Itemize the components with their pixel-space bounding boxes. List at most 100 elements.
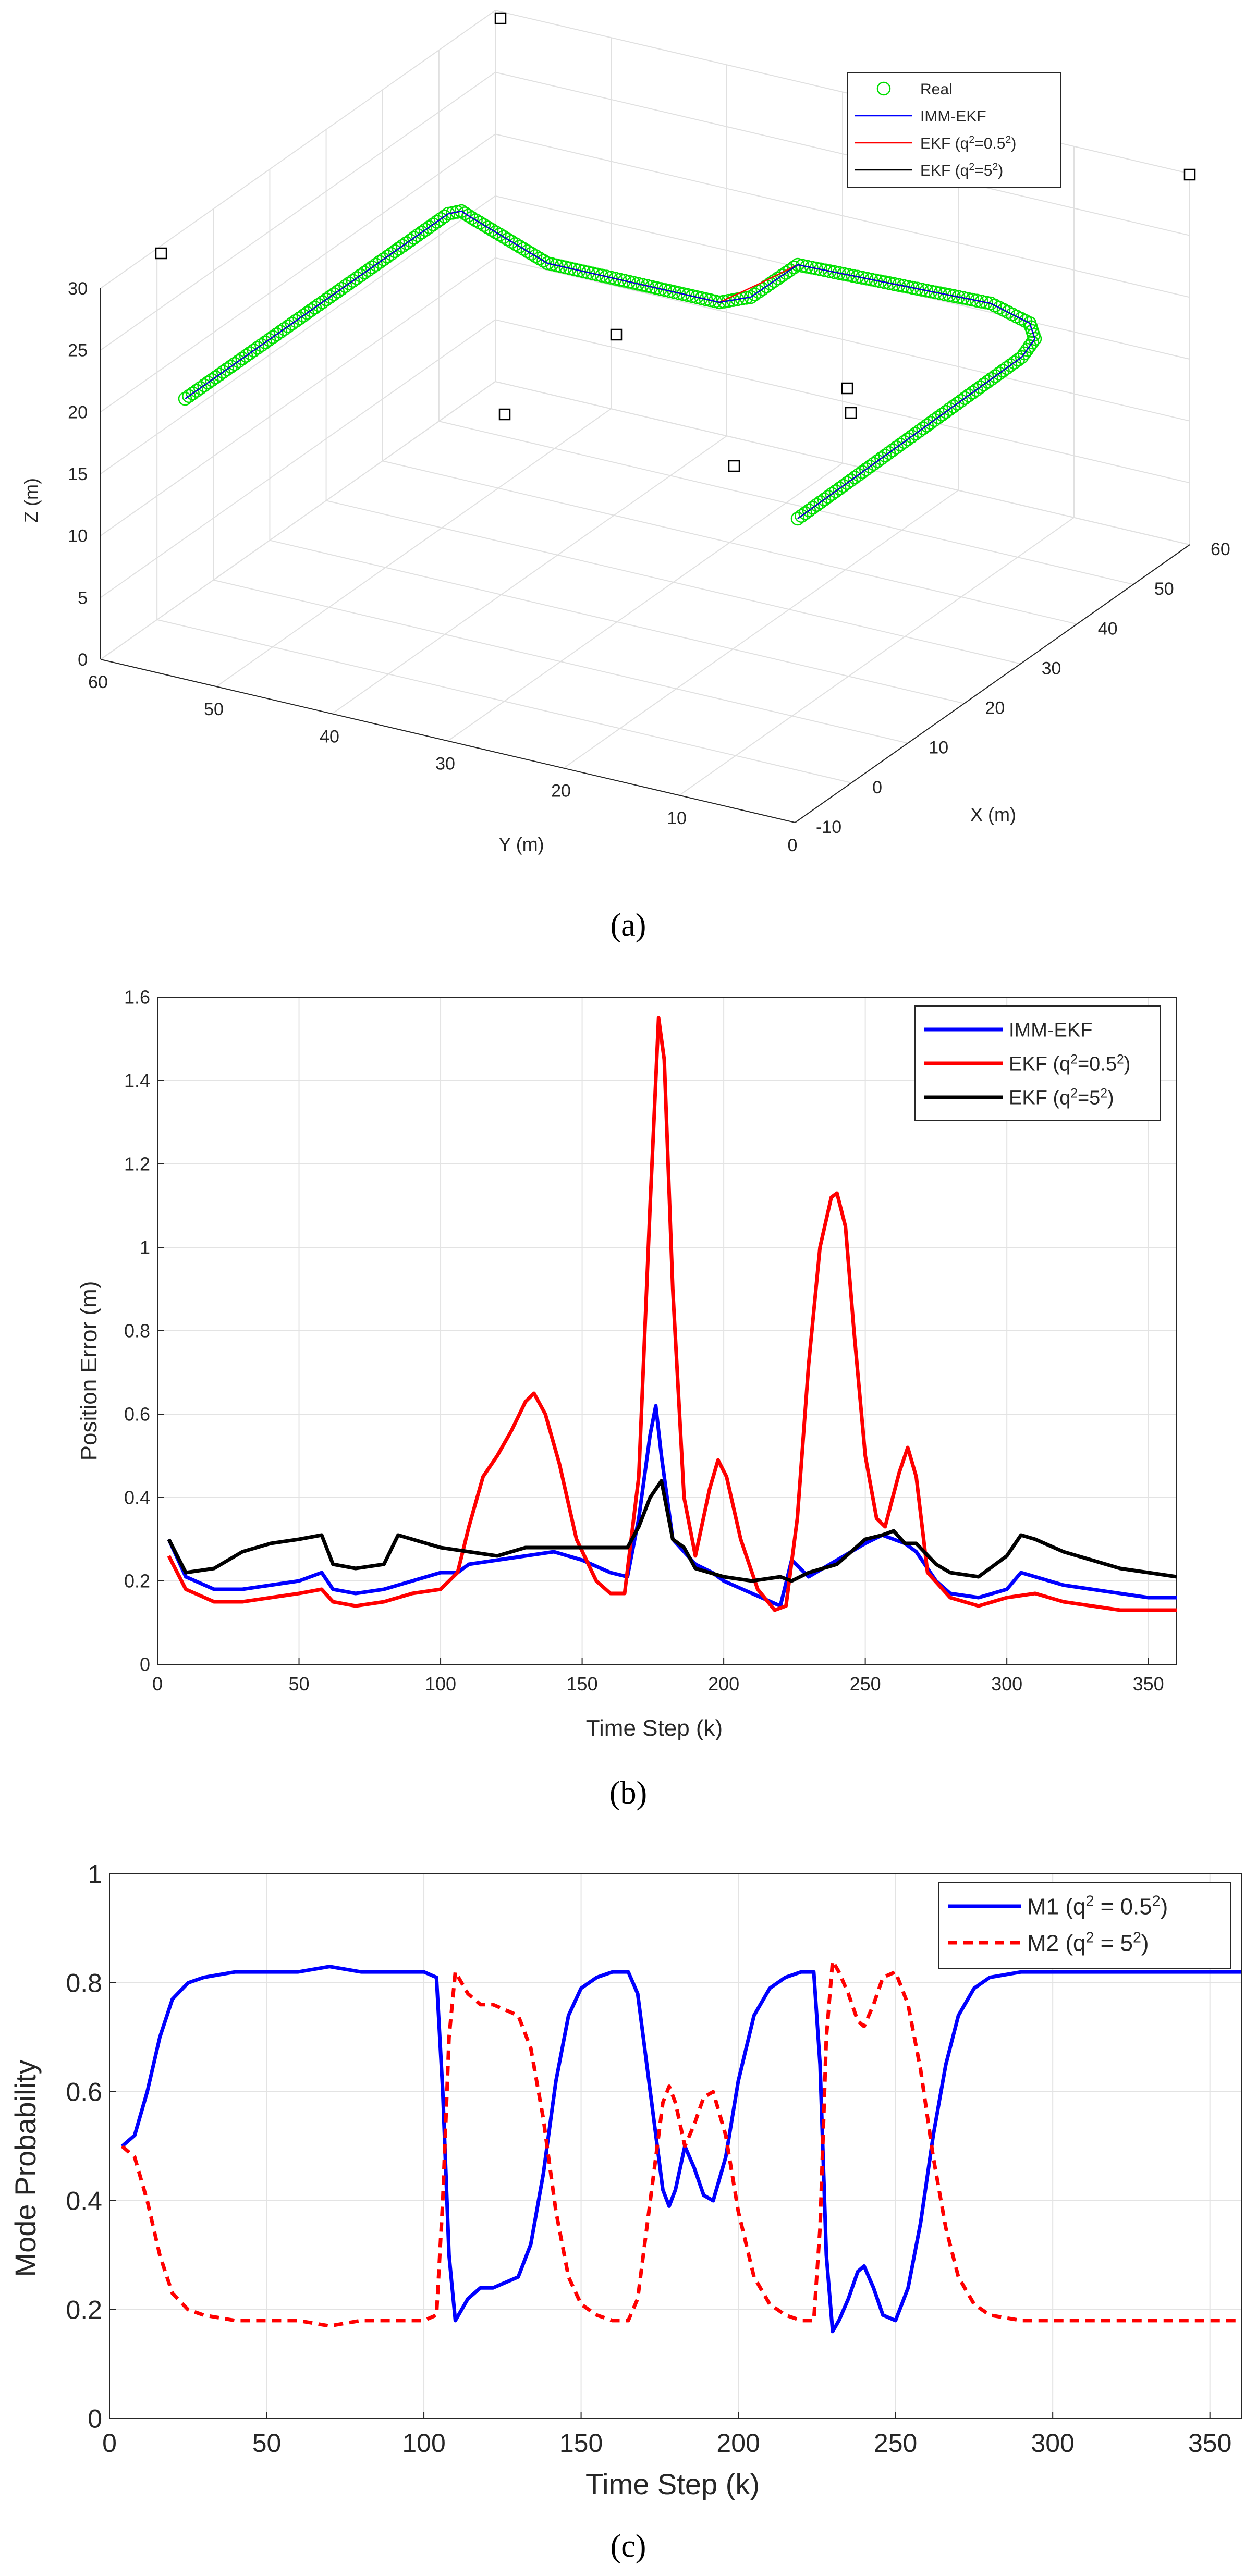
real-marker: [567, 262, 582, 277]
real-marker: [613, 273, 627, 287]
real-marker: [974, 295, 988, 309]
real-marker: [178, 391, 192, 406]
real-marker: [426, 217, 440, 231]
real-marker: [924, 284, 938, 299]
real-marker: [554, 259, 568, 274]
real-marker: [795, 509, 809, 523]
real-marker: [636, 278, 650, 292]
real-marker: [827, 265, 841, 279]
real-marker: [836, 267, 851, 281]
grid-line: [332, 435, 727, 715]
real-marker: [273, 325, 288, 339]
real-marker: [887, 277, 901, 291]
series-line: [120, 1959, 1241, 2328]
real-marker: [937, 287, 952, 301]
real-marker: [680, 288, 695, 302]
real-marker: [220, 362, 234, 376]
y-tick-label: 0.2: [66, 2296, 102, 2325]
real-marker: [292, 311, 307, 325]
real-marker: [441, 206, 456, 221]
real-marker: [384, 247, 398, 261]
y-tick-label: 60: [88, 672, 108, 692]
real-marker: [942, 288, 956, 302]
real-marker: [373, 255, 387, 269]
z-axis-label: Z (m): [20, 478, 42, 523]
grid-line: [495, 10, 1190, 174]
plot-b: 0 50 100 150 200 250 300 350 0 0.2 0.4 0.6 0.8 1 1.2 1.…: [124, 987, 1177, 1695]
grid-line: [100, 381, 496, 660]
real-marker: [247, 344, 261, 358]
real-marker: [910, 281, 924, 296]
real-marker: [505, 235, 519, 249]
legend-entry: EKF (q2=0.52): [920, 134, 1016, 152]
ekf-small-q-line: [185, 210, 1036, 520]
real-marker: [604, 271, 618, 285]
real-marker: [790, 511, 805, 526]
z-tick-label: 10: [68, 526, 88, 546]
real-marker: [779, 266, 793, 280]
real-marker: [882, 276, 897, 290]
x-tick-label: 0: [102, 2428, 117, 2458]
real-marker: [919, 284, 933, 298]
real-marker: [331, 284, 345, 299]
real-marker: [197, 378, 211, 392]
real-marker: [748, 287, 762, 302]
real-marker: [703, 293, 717, 308]
y-tick-label: 0: [140, 1654, 150, 1675]
real-marker: [846, 268, 860, 283]
real-marker: [395, 239, 410, 253]
x-tick-label: 200: [716, 2428, 760, 2458]
y-tick-label: 1.2: [124, 1154, 150, 1175]
real-marker: [496, 230, 511, 244]
real-marker: [783, 263, 797, 277]
real-marker: [800, 260, 814, 274]
real-marker: [859, 272, 874, 286]
real-marker: [813, 262, 828, 277]
y-tick-label: 30: [435, 754, 455, 774]
real-marker: [216, 365, 230, 379]
real-marker: [818, 263, 833, 277]
real-marker: [878, 275, 892, 289]
real-marker: [300, 306, 314, 320]
real-marker: [1028, 332, 1042, 346]
real-marker: [563, 261, 577, 276]
real-marker: [516, 242, 531, 256]
real-marker: [407, 231, 421, 245]
x-tick-label: 250: [874, 2428, 917, 2458]
real-marker: [250, 340, 265, 355]
real-marker: [956, 291, 970, 305]
real-marker: [254, 338, 269, 352]
real-marker: [585, 266, 600, 280]
real-marker: [465, 211, 479, 225]
real-marker: [473, 215, 487, 230]
anchor-marker: [498, 408, 511, 421]
y-tick-label: 1: [88, 1860, 102, 1889]
real-marker: [841, 268, 856, 282]
x-tick-label: 100: [425, 1673, 456, 1695]
real-marker: [617, 274, 631, 288]
real-marker: [484, 223, 499, 237]
real-marker: [832, 266, 846, 280]
axes-box: [109, 1873, 1242, 2419]
real-marker: [319, 292, 334, 306]
x-tick-label: 10: [929, 738, 948, 758]
real-marker: [751, 285, 766, 299]
real-marker: [204, 373, 219, 387]
series-line: [167, 1016, 1177, 1612]
legend-swatch: [876, 81, 891, 96]
real-marker: [951, 290, 966, 304]
x-tick-label: 150: [567, 1673, 598, 1695]
real-marker: [361, 263, 375, 277]
anchor-marker: [494, 12, 507, 24]
z-tick-label: 30: [68, 279, 88, 299]
real-marker: [850, 269, 864, 284]
real-marker: [790, 257, 805, 272]
real-marker: [334, 281, 349, 296]
y-tick-label: 0.8: [66, 1969, 102, 1998]
x-tick-label: 60: [1211, 539, 1230, 559]
anchor-marker: [155, 247, 167, 260]
real-marker: [581, 265, 595, 280]
real-marker: [281, 319, 295, 334]
z-tick-label: 5: [78, 588, 88, 608]
